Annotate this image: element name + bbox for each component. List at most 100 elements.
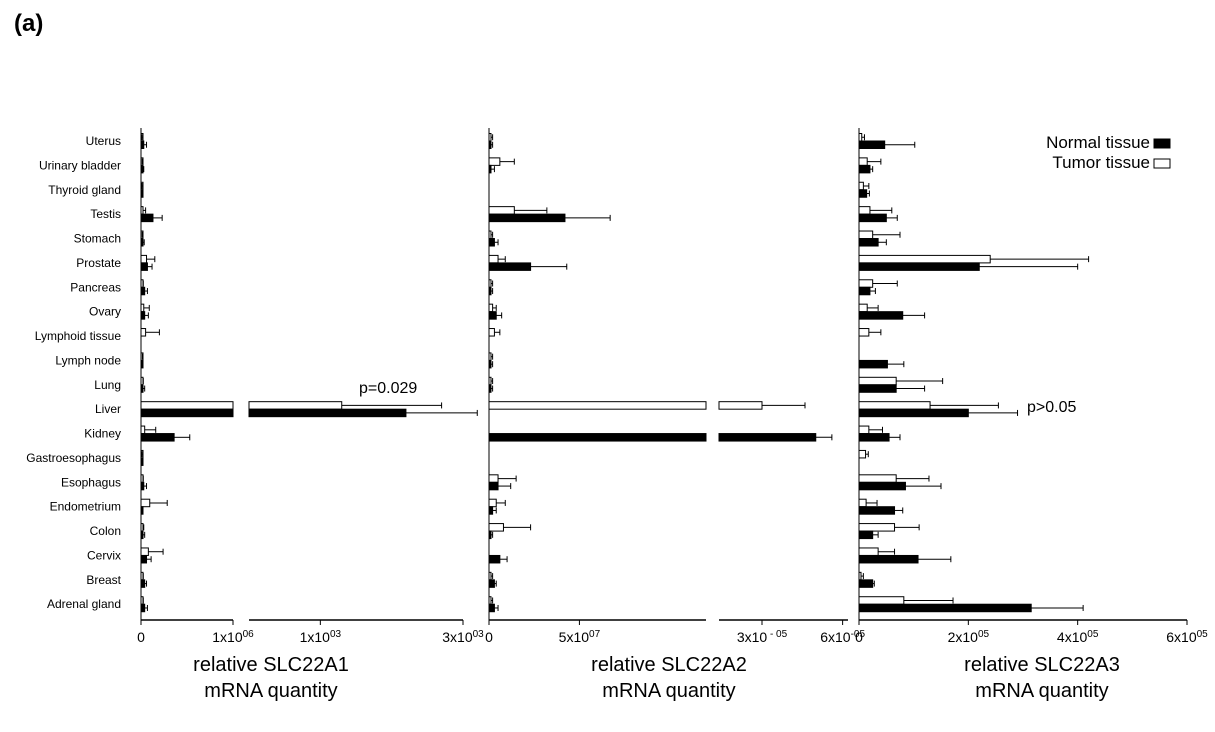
tumor-bar bbox=[858, 376, 897, 386]
normal-bar bbox=[140, 408, 234, 418]
tumor-bar bbox=[858, 449, 867, 459]
tumor-bar bbox=[488, 571, 492, 581]
tumor-bar bbox=[858, 279, 874, 288]
normal-bar bbox=[488, 579, 495, 588]
tumor-bar bbox=[140, 303, 145, 313]
category-label: Lymphoid tissue bbox=[35, 329, 122, 343]
x-tick-label: 3x1003 bbox=[442, 629, 484, 645]
tumor-bar bbox=[140, 523, 144, 532]
x-axis-title-slc22a3: relative SLC22A3 mRNA quantity bbox=[892, 652, 1192, 704]
category-label: Gastroesophagus bbox=[26, 451, 121, 465]
normal-bar-continued bbox=[248, 408, 407, 418]
tumor-bar bbox=[858, 303, 868, 313]
x-axis-title-line2: mRNA quantity bbox=[602, 680, 736, 702]
tumor-bar bbox=[140, 547, 149, 556]
normal-bar bbox=[488, 384, 492, 393]
normal-bar bbox=[858, 189, 868, 198]
panel-label: (a) bbox=[14, 10, 44, 37]
normal-bar bbox=[488, 481, 499, 491]
category-label: Prostate bbox=[76, 256, 121, 270]
tumor-bar bbox=[858, 498, 867, 508]
tumor-bar bbox=[488, 279, 492, 288]
category-label: Cervix bbox=[87, 548, 121, 562]
tumor-bar bbox=[140, 498, 151, 508]
category-label: Uterus bbox=[86, 134, 121, 148]
x-tick-label: 6x1005 bbox=[1166, 629, 1208, 645]
x-axis-title-slc22a2: relative SLC22A2 mRNA quantity bbox=[519, 652, 819, 704]
normal-bar bbox=[488, 164, 492, 174]
x-tick-label: 0 bbox=[855, 629, 863, 645]
tumor-bar bbox=[140, 376, 144, 386]
normal-bar bbox=[488, 311, 497, 320]
normal-bar bbox=[140, 603, 146, 613]
normal-bar bbox=[858, 579, 874, 588]
x-axis-title-line2: mRNA quantity bbox=[975, 680, 1109, 702]
tumor-bar bbox=[858, 547, 879, 556]
category-label: Thyroid gland bbox=[48, 183, 121, 197]
tumor-bar bbox=[858, 571, 862, 581]
normal-bar bbox=[488, 554, 501, 564]
tumor-bar bbox=[488, 401, 707, 410]
tumor-bar bbox=[488, 328, 495, 337]
category-label: Pancreas bbox=[70, 280, 121, 294]
normal-bar bbox=[140, 262, 148, 271]
normal-bar bbox=[858, 140, 886, 149]
normal-bar bbox=[858, 408, 969, 418]
tumor-bar bbox=[140, 328, 147, 337]
normal-bar bbox=[488, 238, 495, 247]
tumor-bar bbox=[488, 157, 501, 166]
x-tick-label: 0 bbox=[137, 629, 145, 645]
x-tick-label: 0 bbox=[485, 629, 493, 645]
normal-bar bbox=[140, 140, 145, 149]
category-label: Lung bbox=[94, 378, 121, 392]
category-label: Kidney bbox=[84, 427, 121, 441]
x-axis-title-line1: relative SLC22A1 bbox=[193, 654, 349, 676]
tumor-bar bbox=[488, 474, 499, 483]
category-label: Colon bbox=[90, 524, 121, 538]
tumor-bar bbox=[140, 279, 144, 288]
normal-bar bbox=[140, 579, 146, 588]
normal-bar bbox=[858, 530, 874, 540]
panel-1: 0 1x1006 1x1003 3x1003 p=0.029 bbox=[137, 128, 484, 645]
tumor-bar bbox=[140, 254, 148, 264]
tumor-bar bbox=[140, 401, 234, 410]
tumor-bar bbox=[858, 157, 868, 166]
normal-bar bbox=[140, 433, 175, 442]
tumor-bar bbox=[858, 133, 863, 142]
x-axis-title-line1: relative SLC22A3 bbox=[964, 654, 1120, 676]
normal-bar bbox=[140, 311, 146, 320]
x-axis-title-slc22a1: relative SLC22A1 mRNA quantity bbox=[121, 652, 421, 704]
normal-bar bbox=[858, 433, 890, 442]
normal-bar bbox=[488, 213, 566, 223]
legend-label: Tumor tissue bbox=[1052, 153, 1150, 172]
legend-swatch bbox=[1153, 138, 1171, 149]
category-label: Esophagus bbox=[61, 475, 121, 489]
category-label: Breast bbox=[86, 573, 121, 587]
x-tick-label: 5x1007 bbox=[559, 629, 601, 645]
category-label: Adrenal gland bbox=[47, 597, 121, 611]
p-value-annotation: p>0.05 bbox=[1027, 399, 1076, 416]
normal-bar bbox=[140, 384, 144, 393]
normal-bar bbox=[488, 286, 492, 296]
tumor-bar bbox=[140, 425, 146, 435]
tumor-bar bbox=[488, 254, 499, 264]
p-value-annotation: p=0.029 bbox=[359, 380, 417, 397]
legend-label: Normal tissue bbox=[1046, 133, 1150, 152]
tumor-bar-continued bbox=[248, 401, 343, 410]
normal-bar bbox=[858, 359, 888, 369]
x-tick-label: 4x1005 bbox=[1057, 629, 1099, 645]
category-label: Liver bbox=[95, 402, 121, 416]
x-axis-title-line1: relative SLC22A2 bbox=[591, 654, 747, 676]
x-tick-label: 2x1005 bbox=[948, 629, 990, 645]
normal-bar bbox=[858, 603, 1032, 613]
tumor-bar bbox=[858, 328, 870, 337]
tumor-bar bbox=[858, 254, 991, 264]
normal-bar bbox=[858, 311, 904, 320]
normal-bar bbox=[488, 603, 495, 613]
x-tick-label: 3x10 - 05 bbox=[737, 629, 788, 645]
x-tick-label: 1x1006 bbox=[212, 629, 254, 645]
normal-bar bbox=[140, 481, 145, 491]
tumor-bar bbox=[858, 206, 871, 215]
normal-bar bbox=[140, 286, 146, 296]
